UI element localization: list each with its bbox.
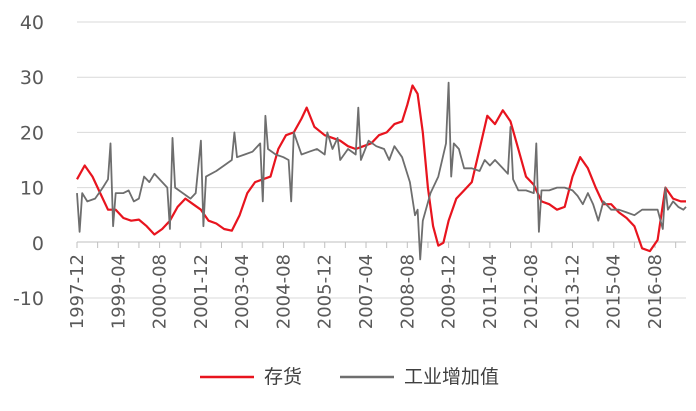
x-tick-label: 1997-12	[67, 254, 88, 329]
gridlines	[77, 21, 686, 299]
legend-label: 存货	[264, 366, 302, 388]
x-tick-label: 2008-08	[397, 254, 418, 329]
x-tick-label: 2011-04	[480, 254, 501, 329]
x-tick-label: 2004-08	[273, 254, 294, 329]
x-tick-label: 2015-04	[604, 254, 625, 329]
y-tick-label: 40	[20, 12, 44, 34]
series-lines	[76, 81, 687, 261]
series-line-inventory	[76, 84, 686, 253]
y-tick-label: 30	[20, 67, 44, 89]
x-tick-label: 2001-12	[191, 254, 212, 329]
legend: 存货 工业增加值	[200, 366, 499, 388]
legend-label: 工业增加值	[404, 366, 499, 388]
x-tick-label: 2003-04	[232, 254, 253, 329]
series-line-industrial-value-added	[76, 81, 687, 261]
x-tick-label: 2005-12	[315, 254, 336, 329]
x-tick-label: 2013-12	[562, 254, 583, 329]
y-tick-label: 10	[20, 178, 44, 200]
x-tick-label: 2009-12	[439, 254, 460, 329]
x-tick-label: 1999-04	[108, 254, 129, 329]
x-tick-label: 2007-04	[356, 254, 377, 329]
x-tick-label: 2000-08	[150, 254, 171, 329]
y-tick-label: 0	[32, 233, 44, 255]
y-tick-label: -10	[13, 288, 44, 310]
x-tick-label: 2012-08	[521, 254, 542, 329]
y-tick-label: 20	[20, 122, 44, 144]
x-axis: 1997-12 1999-04 2000-08 2001-12 2003-04 2004-…	[67, 241, 686, 329]
x-tick-label: 2016-08	[645, 254, 666, 329]
y-axis-tick-labels: -10 0 10 20 30 40	[13, 12, 44, 310]
